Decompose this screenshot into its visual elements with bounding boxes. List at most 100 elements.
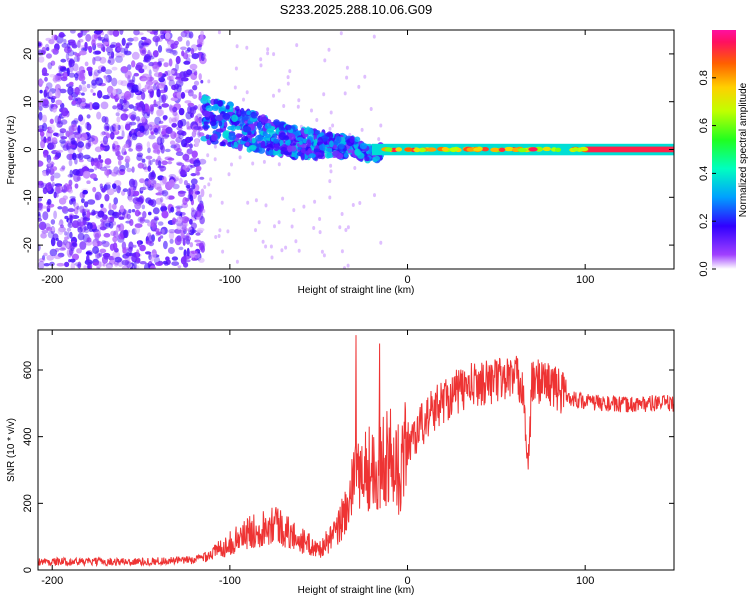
spectrogram-noise-point: [117, 103, 125, 110]
spectrogram-noise-point: [47, 159, 52, 167]
spectrogram-noise-point: [126, 261, 131, 269]
spectrogram-noise-point: [176, 206, 181, 214]
spectrogram-noise-point: [71, 120, 79, 125]
spectrogram-noise-point: [78, 114, 84, 122]
colorbar-tick-label: 0.6: [698, 118, 710, 133]
spectrogram-ridge-point: [218, 120, 223, 127]
spectrogram-noise-point: [43, 89, 47, 99]
spectrogram-noise-point: [186, 233, 190, 237]
spectrogram-noise-point: [369, 107, 373, 111]
spectrogram-noise-point: [100, 101, 109, 110]
spectrogram-noise-point: [65, 52, 70, 61]
spectrogram-x-ticks: -200 -100 0 100: [41, 30, 594, 286]
spectrogram-noise-point: [245, 45, 249, 50]
spectrogram-noise-point: [160, 34, 165, 40]
spectrogram-noise-point: [70, 262, 75, 269]
spectrogram-noise-point: [144, 54, 150, 62]
spectrogram-noise-point: [147, 165, 152, 172]
snr-panel: -200 -100 0 100 0 200 400 600 Height of straig…: [6, 329, 675, 596]
spectrogram-noise-point: [49, 118, 54, 125]
spectrogram-noise-point: [150, 93, 154, 99]
spectrogram-noise-point: [193, 126, 202, 130]
spectrogram-noise-point: [75, 153, 82, 159]
spectrogram-noise-point: [346, 263, 350, 268]
spectrogram-noise-point: [71, 100, 77, 105]
spectrogram-noise-point: [191, 130, 197, 138]
spectrogram-noise-point: [261, 239, 265, 244]
spectrogram-noise-point: [190, 178, 198, 185]
spectrogram-noise-point: [141, 107, 146, 117]
spectrogram-noise-point: [273, 224, 276, 229]
spectrogram-noise-point: [149, 265, 156, 269]
spectrogram-noise-point: [71, 253, 80, 261]
spectrogram-noise-point: [178, 246, 184, 251]
spectrogram-noise-point: [39, 89, 43, 94]
spectrogram-noise-point: [59, 128, 67, 134]
x-tick-label: 100: [576, 274, 594, 286]
spectrogram-noise-point: [199, 176, 205, 180]
spectrogram-noise-point: [72, 242, 77, 247]
spectrogram-noise-point: [157, 45, 163, 53]
spectrogram-noise-point: [373, 193, 376, 198]
spectrogram-noise-point: [259, 63, 263, 68]
spectrogram-band-point: [395, 147, 403, 152]
spectrogram-noise-point: [67, 149, 75, 154]
spectrogram-noise-point: [338, 225, 342, 230]
spectrogram-noise-point: [118, 92, 126, 100]
spectrogram-noise-point: [183, 227, 189, 232]
spectrogram-noise-point: [69, 215, 73, 224]
spectrogram-noise-point: [119, 98, 124, 105]
spectrogram-noise-point: [49, 124, 56, 133]
spectrogram-noise-point: [38, 260, 45, 269]
spectrogram-noise-point: [161, 203, 166, 208]
spectrogram-noise-point: [199, 210, 204, 214]
spectrogram-noise-point: [230, 162, 233, 167]
spectrogram-noise-point: [139, 125, 145, 134]
spectrogram-noise-point: [207, 79, 211, 84]
x-tick-label: 0: [404, 274, 410, 286]
spectrogram-noise-point: [42, 187, 48, 195]
spectrogram-noise-point: [107, 52, 111, 56]
spectrogram-noise-point: [84, 41, 88, 49]
spectrogram-noise-point: [102, 263, 106, 267]
spectrogram-noise-point: [192, 85, 198, 91]
spectrogram-noise-point: [213, 157, 217, 162]
spectrogram-noise-point: [238, 155, 242, 160]
spectrogram-noise-point: [286, 75, 290, 80]
spectrogram-ridge-point: [273, 119, 280, 126]
spectrogram-noise-point: [121, 265, 130, 269]
spectrogram-noise-point: [68, 188, 73, 194]
spectrogram-noise-point: [185, 57, 191, 65]
spectrogram-ridge-point: [332, 150, 340, 157]
spectrogram-noise-point: [91, 209, 96, 216]
spectrogram-noise-point: [44, 76, 48, 82]
spectrogram-noise-point: [99, 226, 107, 231]
spectrogram-noise-point: [129, 219, 134, 226]
spectrogram-noise-point: [90, 88, 94, 93]
spectrogram-ridge-point: [257, 122, 262, 131]
spectrogram-ridge-point: [225, 105, 231, 110]
spectrogram-band-point: [554, 147, 562, 152]
x-tick-label: -100: [219, 274, 241, 286]
spectrogram-noise-point: [56, 262, 65, 267]
spectrogram-noise-point: [60, 224, 64, 228]
spectrogram-noise-point: [55, 40, 60, 44]
spectrogram-noise-point: [99, 248, 107, 254]
spectrogram-noise-point: [152, 64, 159, 73]
spectrogram-ridge-point: [203, 111, 211, 118]
spectrogram-ridge-point: [329, 140, 334, 148]
spectrogram-noise-point: [158, 105, 162, 110]
spectrogram-ridge-point: [280, 150, 285, 155]
spectrogram-noise-point: [103, 75, 107, 79]
spectrogram-noise-point: [164, 191, 170, 200]
spectrogram-noise-point: [76, 54, 81, 62]
spectrogram-noise-point: [135, 116, 141, 122]
spectrogram-noise-point: [63, 38, 67, 45]
spectrogram-noise-point: [171, 116, 178, 124]
spectrogram-noise-point: [189, 218, 193, 225]
spectrogram-noise-point: [150, 199, 157, 208]
spectrogram-noise-point: [64, 261, 70, 268]
spectrogram-noise-point: [139, 216, 145, 224]
spectrogram-noise-point: [74, 183, 79, 189]
spectrogram-noise-point: [139, 178, 145, 184]
